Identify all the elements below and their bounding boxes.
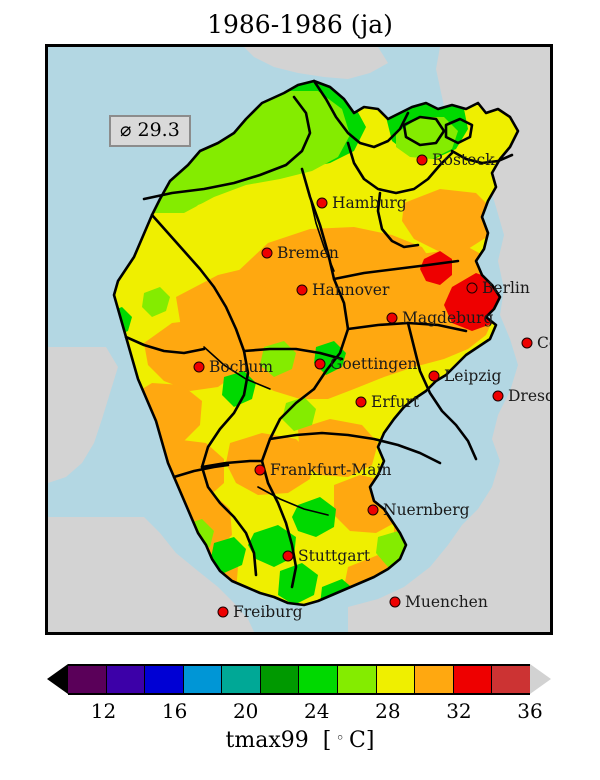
page-title: 1986-1986 (ja) [207,10,393,39]
city-marker-layer: Rostock Hamburg Bremen Hannover Berlin Magdeb… [48,47,550,632]
colorbar-band-10-12[interactable] [68,666,107,693]
colorbar-tick-28: 28 [375,699,401,723]
city-dot-icon[interactable] [217,606,229,618]
colorbar-band-14-16[interactable] [145,666,184,693]
city-label: Cottbus [537,334,550,352]
colorbar-band-18-20[interactable] [222,666,261,693]
colorbar-band-20-22[interactable] [260,666,300,693]
colorbar-tick-36: 36 [517,699,543,723]
city-dot-icon[interactable] [193,361,205,373]
city-label: Nuernberg [383,501,470,519]
colorbar-tick-24: 24 [304,699,330,723]
colorbar-over-arrow-icon [530,664,551,694]
city-label: Stuttgart [298,547,371,565]
colorbar-tick-20: 20 [232,699,259,723]
colorbar-axis-label: tmax99 [ ◦ C] [0,728,600,753]
city-dot-icon[interactable] [389,596,401,608]
colorbar-band-24-26[interactable] [338,666,377,693]
city-label: Magdeburg [402,309,494,327]
field-mean-annotation: ⌀ 29.3 [109,115,191,148]
city-label: Berlin [482,279,530,297]
city-dot-icon[interactable] [492,390,504,402]
city-label: Leipzig [444,367,502,385]
colorbar-band-28-30[interactable] [415,666,454,693]
city-label: Rostock [432,151,495,169]
city-label: Bochum [209,358,274,376]
map-panel[interactable]: ⌀ 29.3 [45,44,553,635]
city-dot-icon[interactable] [355,396,367,408]
city-dot-icon[interactable] [521,337,533,349]
city-dot-icon[interactable] [466,282,478,294]
colorbar-tick-labels: 12 16 20 24 28 32 36 [68,699,543,725]
colorbar-variable-name: tmax99 [225,728,309,753]
city-dot-icon[interactable] [386,312,398,324]
city-dot-icon[interactable] [261,247,273,259]
city-label: Freiburg [233,603,303,621]
city-label: Frankfurt-Main [270,461,392,479]
city-label: Hamburg [332,194,407,212]
colorbar-band-16-18[interactable] [183,666,223,693]
colorbar-band-22-24[interactable] [299,666,339,693]
colorbar-tick-12: 12 [90,699,117,723]
colorbar[interactable]: 12 16 20 24 28 32 36 tmax99 [ ◦ C] [0,658,600,780]
city-dot-icon[interactable] [296,284,308,296]
city-dot-icon[interactable] [367,504,379,516]
city-dot-icon[interactable] [416,154,428,166]
city-label: Dresden [508,387,550,405]
city-dot-icon[interactable] [282,550,294,562]
city-dot-icon[interactable] [314,358,326,370]
city-label: Hannover [312,281,390,299]
city-dot-icon[interactable] [316,197,328,209]
city-dot-icon[interactable] [428,370,440,382]
colorbar-tick-32: 32 [446,699,472,723]
city-label: Bremen [277,244,339,262]
colorbar-unit: [ ◦ C] [315,728,375,753]
city-dot-icon[interactable] [254,464,266,476]
city-label: Goettingen [330,355,418,373]
colorbar-band-30-32[interactable] [453,666,493,693]
colorbar-band-26-28[interactable] [376,666,416,693]
colorbar-band-32-34[interactable] [492,666,530,693]
colorbar-under-arrow-icon [47,664,68,694]
colorbar-band-12-14[interactable] [106,666,146,693]
colorbar-tick-16: 16 [161,699,188,723]
city-label: Erfurt [371,393,420,411]
colorbar-segments[interactable] [68,664,530,695]
city-label: Muenchen [405,593,488,611]
